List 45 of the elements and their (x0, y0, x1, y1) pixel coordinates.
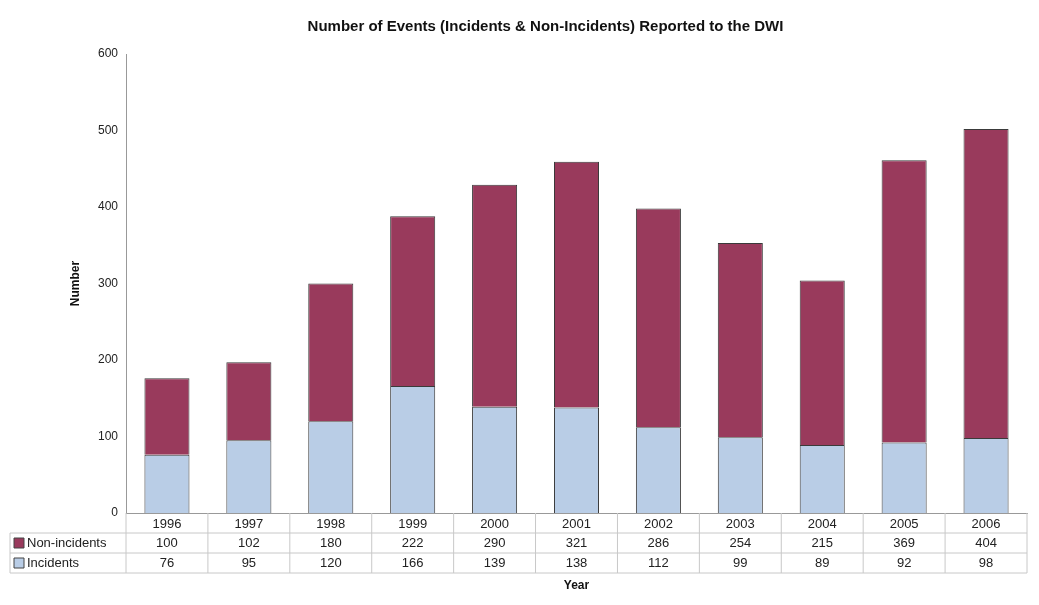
data-label: 99 (733, 554, 748, 570)
x-tick-label: 1999 (398, 516, 428, 532)
x-tick-label: 2002 (643, 516, 673, 532)
data-label: 76 (159, 554, 175, 570)
y-tick-label: 500 (97, 122, 119, 137)
data-label: 180 (319, 534, 342, 550)
data-label: 139 (483, 554, 506, 570)
data-label: 95 (241, 554, 257, 570)
data-label: 112 (648, 554, 669, 570)
x-tick-label: 1997 (234, 516, 264, 532)
x-tick-label: 2001 (562, 516, 591, 532)
y-tick-label: 600 (97, 46, 119, 61)
data-label: 222 (401, 534, 424, 550)
data-label: 100 (156, 534, 178, 550)
y-tick-label: 0 (111, 505, 119, 520)
x-axis-title: Year (563, 578, 590, 593)
legend-label: Incidents (27, 554, 80, 570)
chart-title: Number of Events (Incidents & Non-Incidents) Reported to the DWI (307, 17, 784, 35)
data-label: 102 (238, 534, 260, 550)
data-label: 215 (811, 534, 834, 550)
data-label: 138 (565, 554, 588, 570)
x-tick-label: 2004 (807, 516, 837, 532)
data-label: 120 (319, 554, 342, 570)
data-label: 369 (893, 534, 915, 550)
legend-label: Non-incidents (27, 534, 107, 550)
data-label: 404 (975, 534, 997, 550)
data-label: 286 (647, 534, 670, 550)
x-tick-label: 2003 (725, 516, 755, 532)
y-tick-label: 400 (97, 199, 119, 214)
data-label: 166 (401, 554, 424, 570)
data-label: 290 (483, 534, 506, 550)
x-tick-label: 2000 (480, 516, 510, 532)
data-label: 321 (565, 534, 588, 550)
x-tick-label: 1998 (316, 516, 346, 532)
x-tick-label: 2006 (971, 516, 1001, 532)
data-label: 89 (814, 554, 830, 570)
y-tick-label: 200 (97, 352, 119, 367)
data-label: 92 (896, 554, 912, 570)
data-label: 254 (729, 534, 752, 550)
x-tick-label: 1996 (152, 516, 182, 532)
data-label: 98 (978, 554, 994, 570)
y-axis-title: Number (67, 260, 82, 307)
y-tick-label: 100 (97, 428, 119, 443)
x-tick-label: 2005 (889, 516, 919, 532)
y-tick-label: 300 (97, 275, 119, 290)
